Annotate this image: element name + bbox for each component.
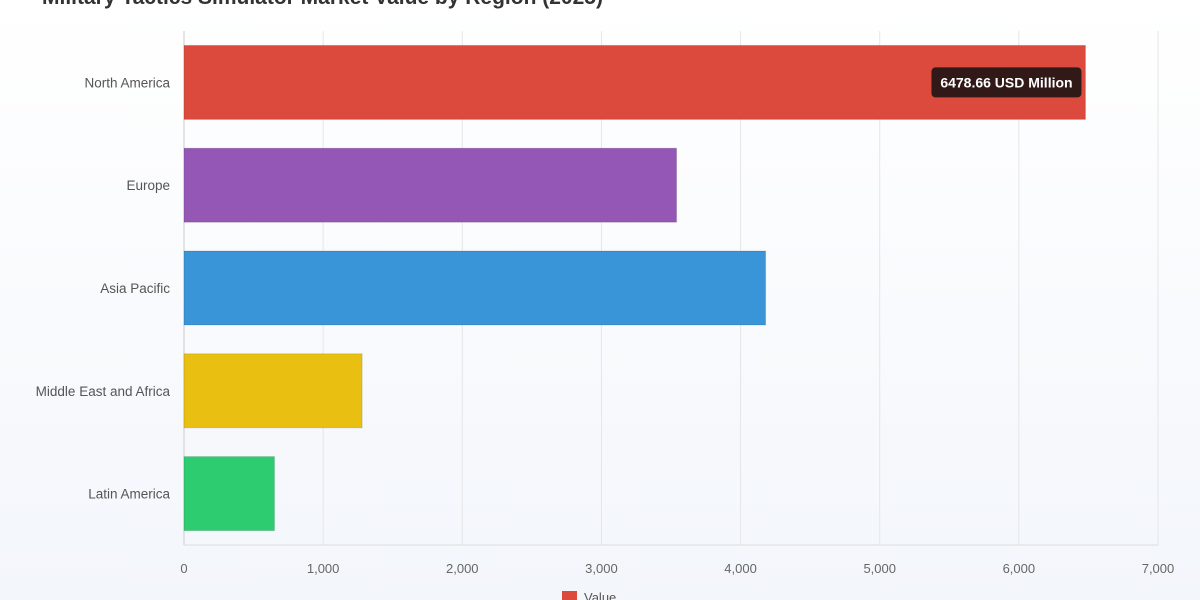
- x-tick-label: 1,000: [307, 561, 340, 576]
- bar[interactable]: [183, 250, 767, 326]
- category-label: Middle East and Africa: [36, 384, 171, 399]
- x-tick-label: 2,000: [446, 561, 479, 576]
- bars: [183, 44, 1086, 532]
- x-tick-label: 3,000: [585, 561, 618, 576]
- x-tick-label: 4,000: [724, 561, 757, 576]
- category-label: Asia Pacific: [100, 281, 170, 296]
- legend-label[interactable]: Value: [584, 590, 616, 600]
- category-label: North America: [84, 75, 170, 90]
- tooltip: 6478.66 USD Million: [931, 67, 1082, 98]
- tooltip-box: [931, 67, 1082, 98]
- legend-swatch[interactable]: [562, 591, 577, 600]
- x-tick-label: 0: [180, 561, 187, 576]
- legend: Value: [562, 590, 616, 600]
- category-labels: North America Europe Asia Pacific Middle Ea…: [36, 75, 171, 501]
- x-tick-labels: 0 1,000 2,000 3,000 4,000 5,000 6,000 7,000: [180, 561, 1174, 576]
- tooltip-text: 6478.66 USD Million: [940, 74, 1072, 90]
- chart-title: Military Tactics Simulator Market Value …: [42, 0, 603, 10]
- bar[interactable]: [183, 353, 363, 429]
- x-tick-label: 6,000: [1003, 561, 1036, 576]
- x-tick-label: 7,000: [1142, 561, 1175, 576]
- category-label: Europe: [126, 178, 170, 193]
- bar[interactable]: [183, 147, 678, 223]
- x-tick-label: 5,000: [863, 561, 896, 576]
- bar[interactable]: [183, 456, 275, 532]
- category-label: Latin America: [88, 487, 170, 502]
